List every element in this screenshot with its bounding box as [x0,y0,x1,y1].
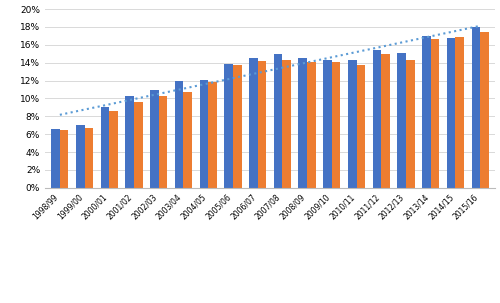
Bar [323,60,332,188]
Bar [282,60,291,188]
Bar [110,111,118,188]
Bar [175,82,184,188]
Bar [233,65,241,188]
Bar [372,50,382,188]
Bar [472,27,480,188]
Bar [298,58,307,188]
Bar [249,58,258,188]
Bar [184,92,192,188]
Bar [150,90,158,188]
Bar [224,64,233,188]
Bar [208,82,217,188]
Bar [126,96,134,188]
Bar [356,65,365,188]
Bar [76,125,84,188]
Bar [274,54,282,188]
Bar [382,54,390,188]
Bar [258,61,266,188]
Bar [332,62,340,188]
Bar [447,38,456,188]
Bar [430,39,440,188]
Bar [422,36,430,188]
Bar [406,60,414,188]
Bar [60,130,68,188]
Bar [158,96,168,188]
Bar [348,60,356,188]
Bar [456,37,464,188]
Bar [398,53,406,188]
Bar [51,129,60,188]
Bar [480,32,489,188]
Bar [84,128,93,188]
Bar [200,80,208,188]
Bar [134,102,142,188]
Bar [100,108,110,188]
Bar [307,62,316,188]
